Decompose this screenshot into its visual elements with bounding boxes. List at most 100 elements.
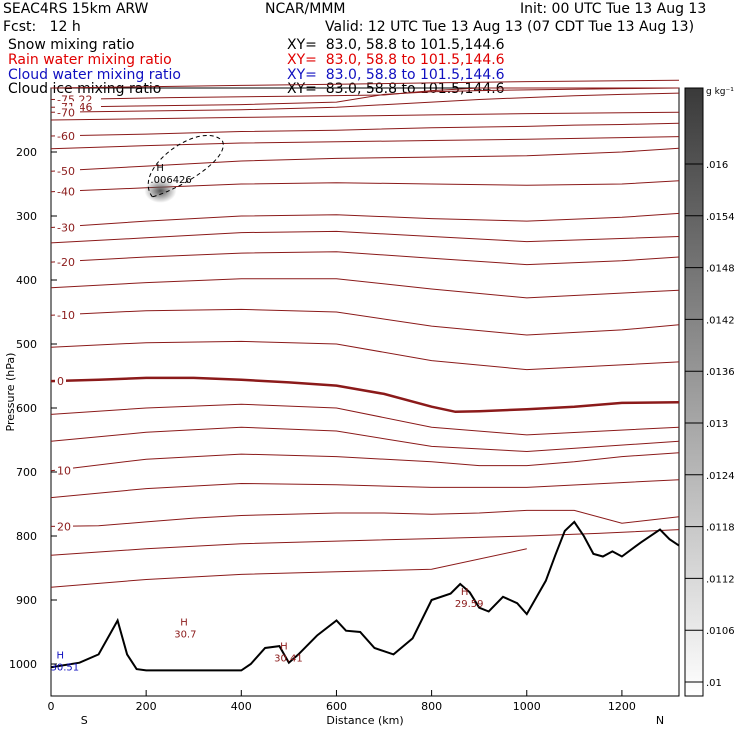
high-value: 30.7 bbox=[174, 629, 196, 640]
isotherm-label: -20 bbox=[57, 256, 75, 269]
colorbar-tick-label: .016 bbox=[706, 160, 728, 171]
isotherm-label: -40 bbox=[57, 186, 75, 199]
high-marker: H bbox=[280, 642, 288, 653]
isotherm-label-bg bbox=[55, 520, 73, 533]
x-tick-label: 600 bbox=[326, 700, 347, 713]
x-tick-label: 800 bbox=[421, 700, 442, 713]
isotherm-label-bg bbox=[55, 106, 80, 119]
colorbar-tick-label: .0154 bbox=[706, 212, 735, 223]
isotherm-line bbox=[50, 479, 680, 499]
isotherm-label-bg bbox=[55, 375, 66, 388]
y-axis-label: Pressure (hPa) bbox=[4, 353, 17, 432]
south-label: S bbox=[81, 714, 88, 727]
colorbar-tick-label: .0136 bbox=[706, 367, 735, 378]
field-rain-xy: XY= 83.0, 58.8 to 101.5,144.6 bbox=[287, 52, 505, 68]
colorbar-tick-label: .0142 bbox=[706, 315, 735, 326]
field-rain-label: Rain water mixing ratio bbox=[8, 52, 172, 68]
y-tick-label: 600 bbox=[16, 402, 37, 415]
isotherm-line bbox=[50, 230, 680, 244]
high-marker: H bbox=[57, 651, 65, 662]
isotherm-line bbox=[50, 426, 680, 453]
field-snow-xy: XY= 83.0, 58.8 to 101.5,144.6 bbox=[287, 37, 505, 53]
isotherm-line bbox=[50, 92, 680, 113]
colorbar-tick-label: .0106 bbox=[706, 626, 735, 637]
field-snow-label: Snow mixing ratio bbox=[8, 37, 135, 53]
isotherm-line bbox=[50, 212, 680, 228]
high-value: 30.41 bbox=[274, 654, 303, 665]
model-title: SEAC4RS 15km ARW bbox=[3, 1, 149, 17]
colorbar-tick-label: .0124 bbox=[706, 471, 735, 482]
isotherm-label-bg bbox=[55, 130, 80, 142]
x-tick-label: 1200 bbox=[608, 700, 636, 713]
isotherm-line bbox=[50, 79, 680, 89]
isotherm-line bbox=[50, 452, 680, 472]
y-tick-label: 900 bbox=[16, 594, 37, 607]
isotherm-line bbox=[50, 136, 680, 150]
colorbar bbox=[684, 87, 704, 697]
isotherm-label-bg bbox=[55, 464, 73, 477]
isotherm-line bbox=[50, 147, 680, 172]
high-value: .006426 bbox=[150, 175, 191, 186]
terrain-line bbox=[50, 520, 680, 672]
forecast-hour: Fcst: 12 h bbox=[3, 19, 81, 35]
isotherm-label-bg bbox=[55, 165, 80, 178]
isotherm-label: -10 bbox=[57, 309, 75, 322]
isotherm-label-bg bbox=[55, 309, 80, 322]
colorbar-unit: g kg⁻¹ bbox=[706, 87, 734, 97]
isotherm-line bbox=[50, 87, 680, 108]
cloud-ice-contour bbox=[147, 134, 224, 198]
field-cloudwater-xy: XY= 83.0, 58.8 to 101.5,144.6 bbox=[287, 67, 505, 83]
isotherm-label: -60 bbox=[57, 130, 75, 143]
isotherm-label: -70 bbox=[57, 106, 75, 119]
isotherm-line bbox=[50, 376, 680, 414]
x-axis-label: Distance (km) bbox=[326, 714, 403, 727]
org-title: NCAR/MMM bbox=[265, 1, 346, 17]
north-label: N bbox=[656, 714, 664, 727]
y-tick-label: 400 bbox=[16, 274, 37, 287]
x-tick-label: 400 bbox=[231, 700, 252, 713]
colorbar-tick-label: .01 bbox=[706, 678, 722, 689]
plot-frame bbox=[50, 87, 680, 697]
isotherm-line bbox=[50, 251, 680, 266]
isotherm-label-bg bbox=[55, 221, 80, 234]
colorbar-tick-label: .0118 bbox=[706, 523, 735, 534]
field-cloudwater-label: Cloud water mixing ratio bbox=[8, 67, 181, 83]
isotherm-line bbox=[50, 340, 680, 371]
colorbar-tick-label: .013 bbox=[706, 419, 728, 430]
isotherm-line bbox=[50, 122, 680, 137]
x-tick-label: 1000 bbox=[513, 700, 541, 713]
isotherm-label: -50 bbox=[57, 165, 75, 178]
isotherm-label-bg bbox=[55, 256, 80, 269]
high-marker: H bbox=[461, 587, 469, 598]
valid-time: Valid: 12 UTC Tue 13 Aug 13 (07 CDT Tue … bbox=[325, 19, 695, 35]
high-marker: H bbox=[180, 617, 188, 628]
y-tick-label: 800 bbox=[16, 530, 37, 543]
isotherm-label-bg bbox=[55, 185, 80, 198]
isotherm-line bbox=[50, 111, 680, 121]
colorbar-tick-label: .0112 bbox=[706, 574, 735, 585]
isotherm-label: 0 bbox=[57, 375, 64, 388]
x-tick-label: 0 bbox=[48, 700, 55, 713]
isotherm-label: 10 bbox=[57, 465, 71, 478]
isotherm-line bbox=[50, 278, 680, 299]
isotherm-line bbox=[50, 308, 680, 336]
isotherm-line bbox=[50, 509, 680, 527]
y-tick-label: 300 bbox=[16, 210, 37, 223]
high-marker: H bbox=[156, 163, 164, 174]
y-tick-label: 200 bbox=[16, 146, 37, 159]
field-cloudice-label: Cloud ice mixing ratio bbox=[8, 81, 162, 97]
x-tick-label: 200 bbox=[136, 700, 157, 713]
isotherm-line bbox=[50, 403, 680, 436]
y-tick-label: 700 bbox=[16, 466, 37, 479]
init-time: Init: 00 UTC Tue 13 Aug 13 bbox=[520, 1, 707, 17]
isotherm-label: -30 bbox=[57, 222, 75, 235]
isotherm-line bbox=[50, 548, 527, 588]
high-value: 29.59 bbox=[455, 599, 484, 610]
isotherm-label: 20 bbox=[57, 520, 71, 533]
high-value: 30.51 bbox=[51, 663, 80, 674]
isotherm-line bbox=[50, 87, 679, 100]
isotherm-line bbox=[50, 529, 680, 556]
colorbar-tick-label: .0148 bbox=[706, 264, 735, 275]
y-tick-label: 500 bbox=[16, 338, 37, 351]
